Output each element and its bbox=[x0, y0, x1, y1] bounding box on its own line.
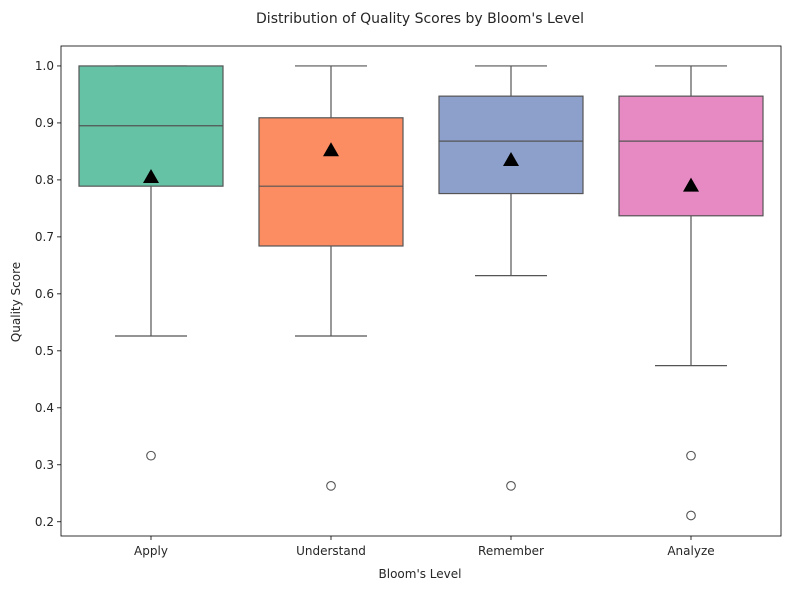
y-tick-label: 1.0 bbox=[35, 59, 54, 73]
box-analyze bbox=[618, 95, 764, 217]
mean-marker-understand bbox=[323, 142, 339, 157]
mean-marker-remember bbox=[503, 151, 519, 166]
box-remember bbox=[438, 95, 584, 195]
chart-title: Distribution of Quality Scores by Bloom'… bbox=[256, 11, 584, 27]
outlier-analyze bbox=[686, 510, 696, 521]
x-tick-label: Remember bbox=[478, 544, 544, 558]
y-tick-label: 0.9 bbox=[35, 116, 54, 130]
outlier-analyze bbox=[686, 450, 696, 461]
mean-marker-analyze bbox=[683, 177, 699, 192]
y-tick-label: 0.3 bbox=[35, 458, 54, 472]
x-tick-label: Analyze bbox=[667, 544, 714, 558]
mean-marker-apply bbox=[143, 169, 159, 184]
x-axis-label: Bloom's Level bbox=[379, 567, 462, 581]
y-axis-label: Quality Score bbox=[9, 262, 23, 342]
outlier-understand bbox=[326, 481, 336, 491]
y-tick-label: 0.4 bbox=[35, 401, 54, 415]
y-tick-label: 0.5 bbox=[35, 344, 54, 358]
x-tick-label: Apply bbox=[134, 544, 168, 558]
x-tick-label: Understand bbox=[296, 544, 366, 558]
y-tick-label: 0.2 bbox=[35, 515, 54, 529]
box-understand bbox=[258, 117, 404, 247]
y-tick-label: 0.8 bbox=[35, 173, 54, 187]
y-tick-label: 0.7 bbox=[35, 230, 54, 244]
plot-frame bbox=[60, 45, 782, 537]
outlier-apply bbox=[146, 450, 156, 461]
y-tick-label: 0.6 bbox=[35, 287, 54, 301]
outlier-remember bbox=[506, 481, 516, 491]
